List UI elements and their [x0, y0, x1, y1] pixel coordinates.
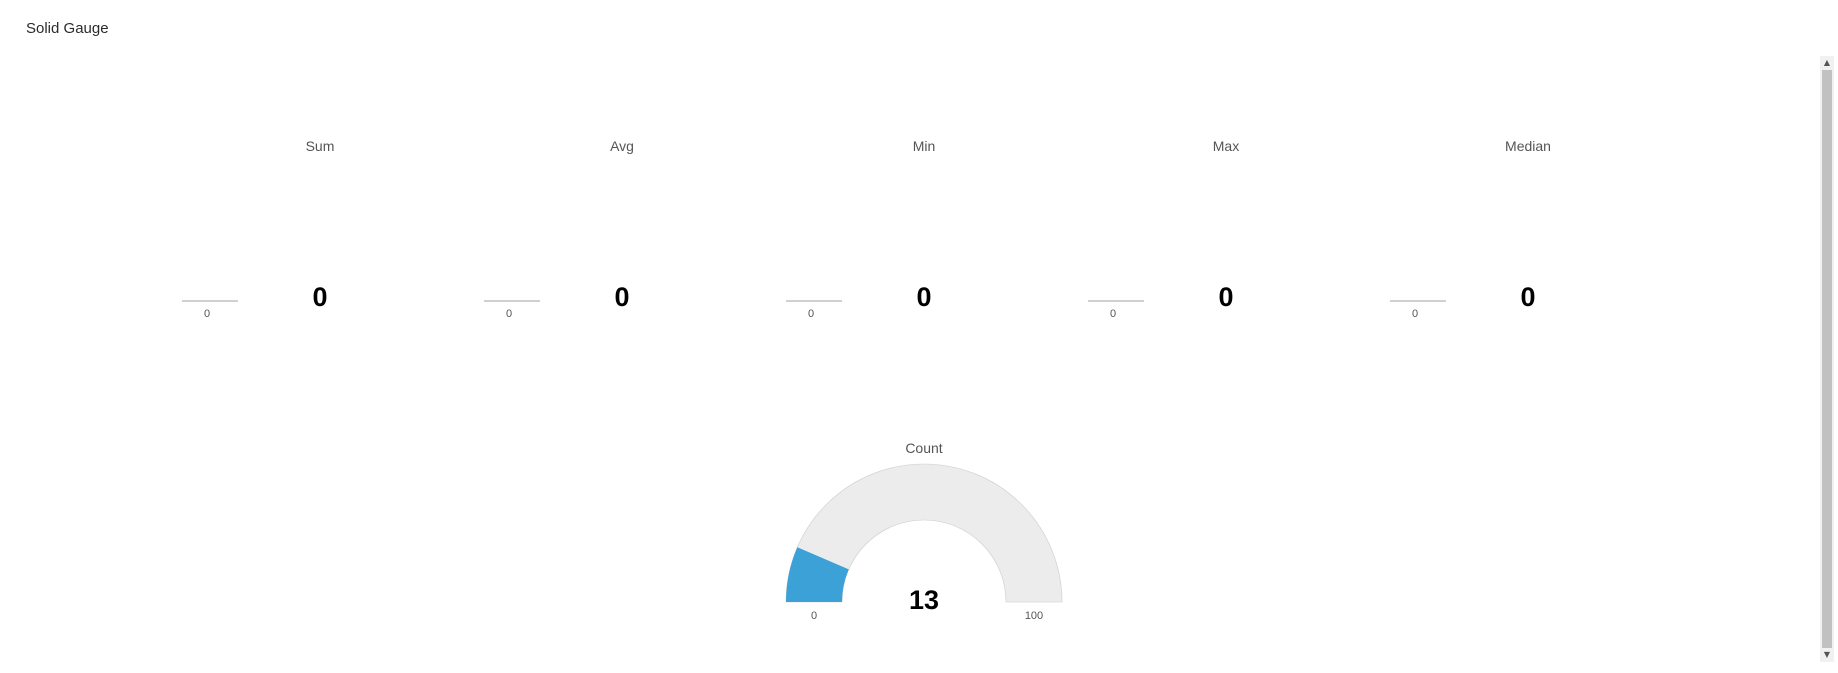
median-gauge-title: Median — [1505, 138, 1551, 154]
avg-gauge-value: 0 — [614, 282, 629, 312]
avg-gauge-min-label: 0 — [506, 308, 512, 320]
min-gauge-min-label: 0 — [808, 308, 814, 320]
scroll-down-arrow-icon[interactable]: ▼ — [1823, 650, 1831, 659]
vertical-scrollbar[interactable]: ▲ ▼ — [1820, 56, 1834, 662]
sum-gauge-value: 0 — [312, 282, 327, 312]
scrollbar-thumb[interactable] — [1822, 70, 1832, 648]
max-gauge-min-label: 0 — [1110, 308, 1116, 320]
max-gauge-value: 0 — [1218, 282, 1233, 312]
count-gauge-title: Count — [905, 440, 942, 456]
count-gauge-track — [785, 463, 1063, 603]
count-gauge-max-label: 100 — [1025, 610, 1043, 622]
panel-title: Solid Gauge — [26, 20, 109, 37]
scroll-up-arrow-icon[interactable]: ▲ — [1823, 58, 1831, 67]
max-gauge-title: Max — [1213, 138, 1239, 154]
min-gauge-value: 0 — [916, 282, 931, 312]
sum-gauge-min-label: 0 — [204, 308, 210, 320]
median-gauge-value: 0 — [1520, 282, 1535, 312]
median-gauge-min-label: 0 — [1412, 308, 1418, 320]
avg-gauge-title: Avg — [610, 138, 634, 154]
count-gauge-fill — [786, 547, 849, 602]
min-gauge-title: Min — [913, 138, 936, 154]
sum-gauge-title: Sum — [306, 138, 335, 154]
count-gauge-value: 13 — [909, 585, 939, 615]
count-gauge-min-label: 0 — [811, 610, 817, 622]
